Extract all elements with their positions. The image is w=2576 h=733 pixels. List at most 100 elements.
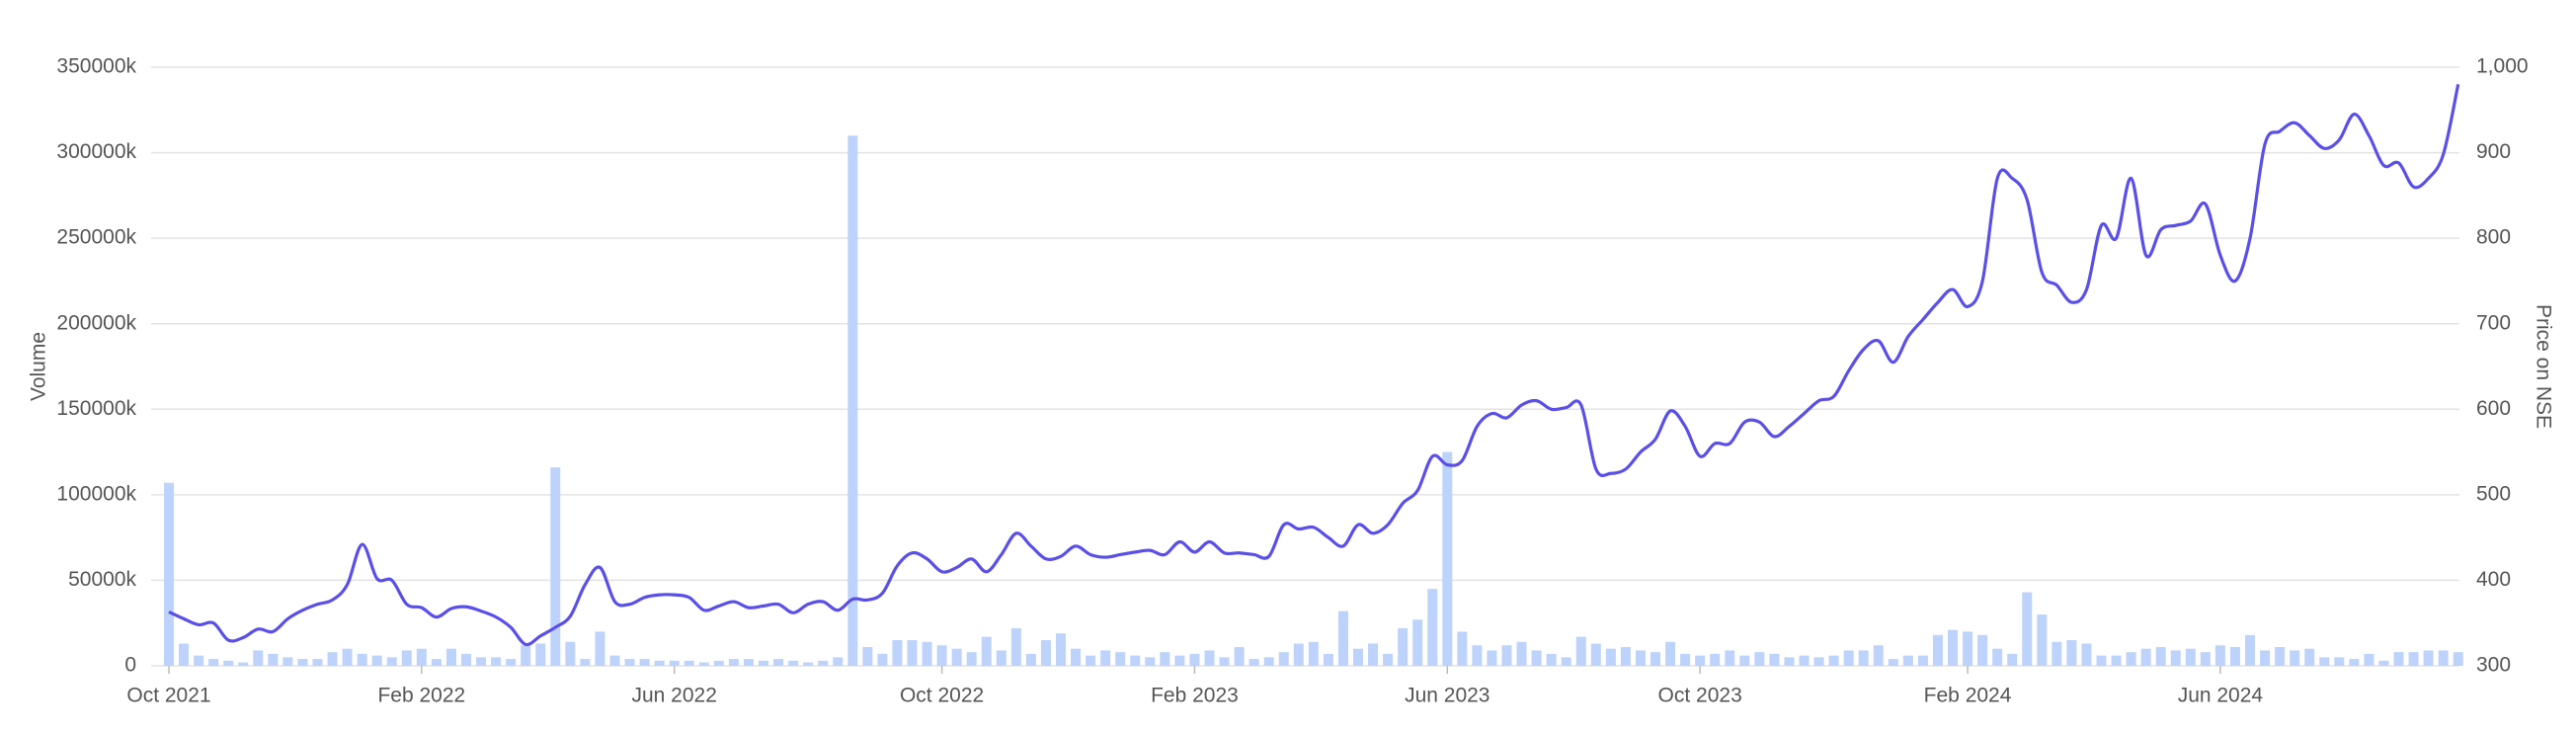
- volume-bar: [1605, 648, 1616, 666]
- volume-bar: [639, 659, 650, 666]
- volume-bar: [476, 657, 487, 666]
- volume-bar: [521, 645, 531, 666]
- volume-bar: [371, 655, 382, 666]
- volume-bar: [2052, 641, 2062, 666]
- y2-axis-title: Price on NSE: [2532, 304, 2554, 429]
- volume-bar: [580, 659, 591, 666]
- y2-tick-label: 300: [2476, 654, 2511, 677]
- volume-bar: [1234, 646, 1245, 666]
- volume-bar: [297, 659, 308, 666]
- volume-bar: [1902, 655, 1913, 666]
- y-tick-label: 0: [124, 654, 136, 677]
- volume-bar: [416, 648, 427, 666]
- volume-bar: [1189, 653, 1200, 666]
- volume-bar: [238, 662, 249, 666]
- volume-bar: [2304, 648, 2315, 666]
- volume-bar: [773, 659, 784, 666]
- volume-bar: [1427, 589, 1438, 666]
- volume-bar: [2022, 592, 2033, 666]
- y2-tick-label: 800: [2476, 226, 2511, 249]
- volume-bar: [1219, 657, 1230, 666]
- volume-bar: [922, 641, 932, 666]
- volume-bar: [1680, 653, 1691, 666]
- volume-bar: [2408, 652, 2419, 666]
- volume-bar: [164, 482, 174, 666]
- volume-bar: [1725, 650, 1735, 666]
- volume-bar: [1383, 653, 1394, 666]
- volume-bar: [461, 653, 471, 666]
- volume-bar: [327, 652, 338, 666]
- price-line: [168, 83, 2460, 647]
- volume-bar: [981, 636, 992, 666]
- volume-bar: [2245, 634, 2255, 666]
- volume-bar: [1546, 653, 1557, 666]
- volume-bar: [1620, 646, 1631, 666]
- volume-bar: [1650, 652, 1660, 666]
- volume-bar: [2200, 652, 2211, 666]
- volume-bar: [1873, 645, 1884, 666]
- volume-bar: [1784, 657, 1795, 666]
- volume-bar: [2364, 653, 2375, 666]
- volume-bar: [951, 648, 962, 666]
- volume-bar: [357, 653, 367, 666]
- x-tick-label: Oct 2022: [900, 685, 984, 707]
- volume-bar: [847, 135, 858, 666]
- y-tick-label: 250000k: [56, 226, 136, 249]
- volume-bar: [535, 643, 546, 666]
- volume-bar: [1442, 451, 1453, 666]
- volume-bar: [788, 660, 799, 666]
- volume-bar: [445, 648, 456, 666]
- volume-bar: [2155, 646, 2166, 666]
- volume-bar: [431, 659, 442, 666]
- volume-bar: [1977, 634, 1988, 666]
- volume-bar: [2378, 660, 2389, 666]
- volume-bar: [2423, 650, 2434, 666]
- volume-bar: [1917, 655, 1928, 666]
- volume-bar: [1145, 657, 1156, 666]
- volume-bar: [1813, 657, 1824, 666]
- volume-bar: [1561, 657, 1571, 666]
- volume-bar: [179, 643, 190, 666]
- volume-bar: [684, 660, 694, 666]
- volume-bar: [1472, 645, 1483, 666]
- volume-bar: [2214, 645, 2225, 666]
- volume-bar: [1025, 653, 1036, 666]
- volume-bar: [2081, 643, 2092, 666]
- volume-bar: [2260, 650, 2271, 666]
- volume-bar: [1457, 631, 1468, 666]
- volume-bar: [892, 640, 903, 666]
- volume-bar: [550, 467, 561, 666]
- volume-bar: [223, 660, 234, 666]
- y-tick-label: 200000k: [56, 311, 136, 334]
- volume-bar: [833, 657, 844, 666]
- volume-bar: [2275, 646, 2286, 666]
- y2-tick-label: 500: [2476, 482, 2511, 505]
- volume-bar: [1337, 611, 1348, 666]
- volume-bar: [1710, 653, 1721, 666]
- volume-bar: [1754, 652, 1765, 666]
- volume-bar: [2319, 657, 2330, 666]
- y2-tick-label: 1,000: [2476, 55, 2529, 78]
- y2-tick-label: 600: [2476, 397, 2511, 420]
- volume-bar: [1160, 652, 1170, 666]
- volume-bar: [2393, 652, 2404, 666]
- volume-bar: [506, 659, 517, 666]
- volume-bar: [1992, 648, 2003, 666]
- volume-bar: [2007, 653, 2018, 666]
- volume-bar: [966, 652, 977, 666]
- volume-bar: [2290, 650, 2300, 666]
- y-tick-label: 50000k: [68, 568, 136, 591]
- volume-bar: [728, 659, 739, 666]
- volume-bar: [1799, 655, 1810, 666]
- volume-bar: [268, 653, 279, 666]
- volume-bar: [342, 648, 353, 666]
- volume-bar: [1323, 653, 1333, 666]
- volume-bar: [1086, 655, 1096, 666]
- volume-bar: [208, 659, 219, 666]
- volume-bar: [2096, 655, 2107, 666]
- volume-bar: [1293, 643, 1304, 666]
- volume-bar: [2066, 640, 2077, 666]
- y-tick-label: 100000k: [56, 482, 136, 505]
- volume-bar: [1115, 652, 1126, 666]
